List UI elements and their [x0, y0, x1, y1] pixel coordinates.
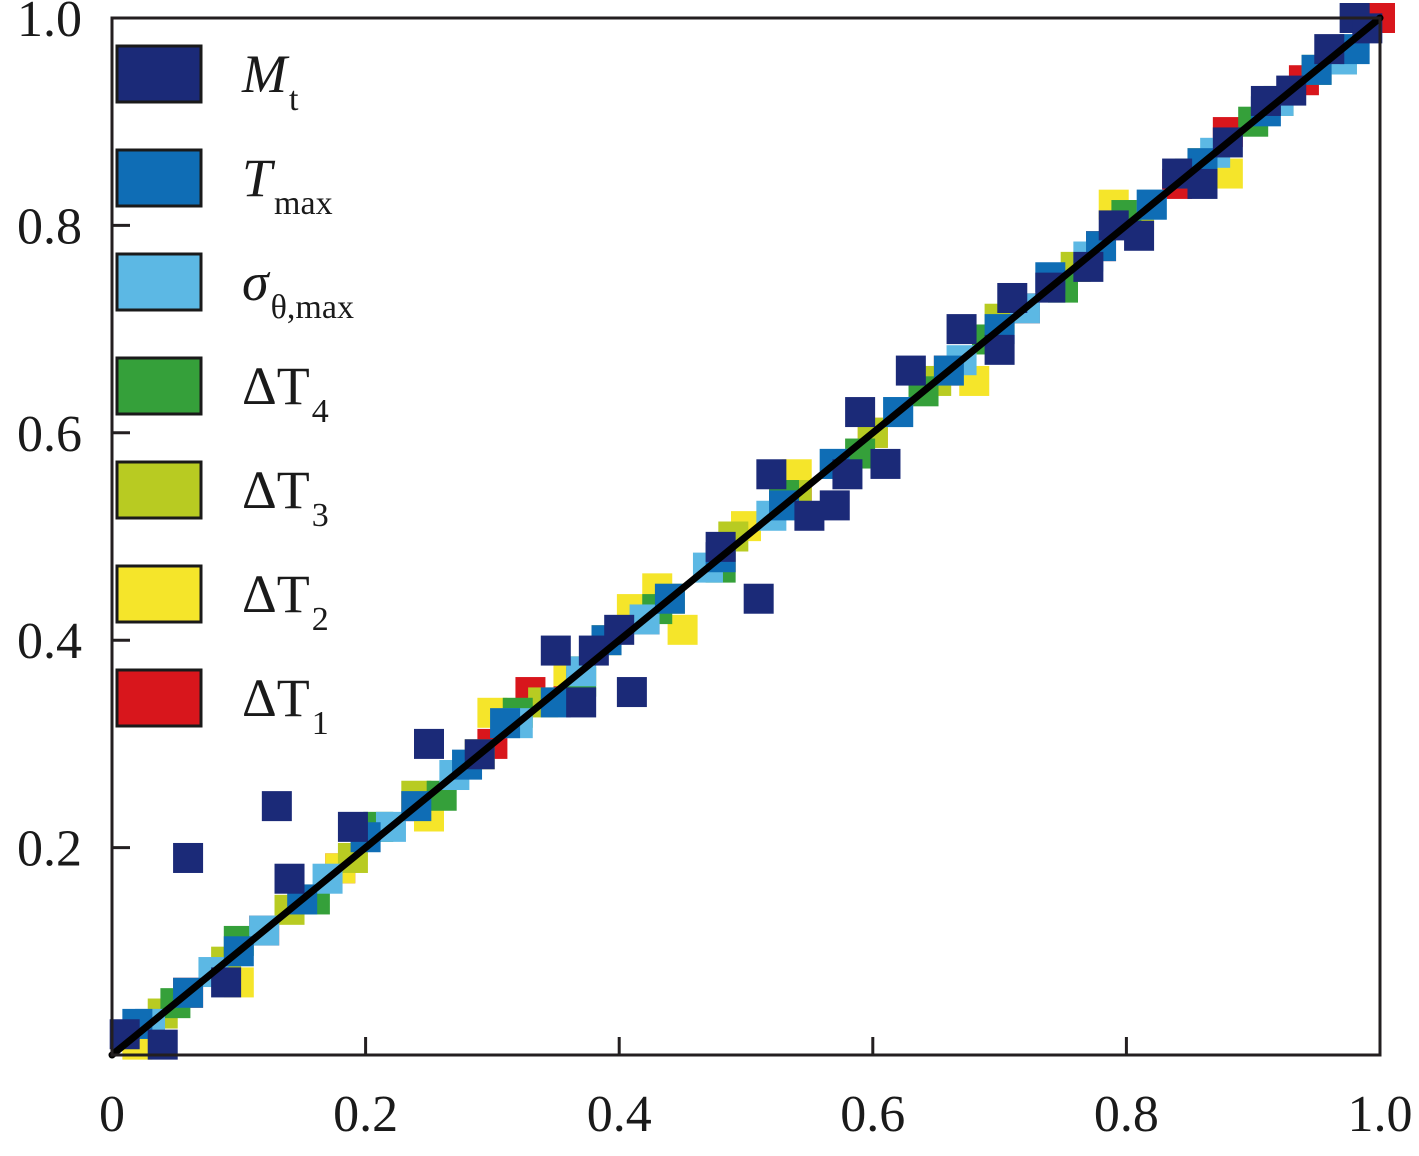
- legend-label: ΔT3: [242, 460, 329, 534]
- axis-ticks: [112, 223, 1128, 1055]
- y-tick-label: 1.0: [17, 0, 82, 48]
- legend-subscript: t: [289, 81, 299, 118]
- x-tick-label: 0.8: [1094, 1086, 1159, 1143]
- point-series-0-22: [895, 355, 926, 386]
- point-series-0-23: [946, 314, 977, 345]
- legend-entry-2: σθ,max: [115, 252, 354, 326]
- legend-subscript: 2: [312, 601, 329, 638]
- y-tick-label: 0.2: [17, 821, 82, 878]
- legend-swatch: [115, 356, 203, 416]
- legend-label: Mt: [241, 44, 299, 118]
- legend-symbol: M: [241, 44, 290, 104]
- point-series-0-20: [845, 397, 876, 428]
- axis-tick-labels: 0 0.2 0.4 0.6 0.8 1.0 0.2 0.4 0.6 0.8 1.0: [17, 0, 1413, 1143]
- x-tick-label: 0.6: [840, 1086, 905, 1143]
- legend-subscript: 3: [312, 497, 329, 534]
- legend-swatch: [115, 668, 203, 728]
- point-series-0-2: [173, 842, 204, 873]
- legend-swatch: [115, 460, 203, 520]
- point-series-0-10: [566, 687, 597, 718]
- legend-label: ΔT2: [242, 564, 329, 638]
- legend-symbol: ΔT: [242, 356, 310, 416]
- legend-symbol: ΔT: [242, 460, 310, 520]
- x-tick-label: 0.4: [587, 1086, 652, 1143]
- legend-entry-3: ΔT4: [115, 356, 329, 430]
- legend-entry-5: ΔT2: [115, 564, 329, 638]
- legend-subscript: 4: [312, 393, 329, 430]
- legend-entry-0: Mt: [115, 44, 299, 118]
- legend-swatch: [115, 148, 203, 208]
- point-series-0-15: [743, 583, 774, 614]
- legend-entry-6: ΔT1: [115, 668, 329, 742]
- legend-label: σθ,max: [242, 252, 354, 326]
- legend-label: ΔT4: [242, 356, 329, 430]
- reference-line-y-equals-x: [108, 14, 1384, 1059]
- point-series-0-5: [274, 863, 305, 894]
- legend-swatch: [115, 564, 203, 624]
- plot-frame: [110, 16, 1382, 1057]
- legend-symbol: ΔT: [242, 564, 310, 624]
- y-tick-label: 0.4: [17, 613, 82, 670]
- legend-swatch: [115, 44, 203, 104]
- legend-label: ΔT1: [242, 668, 329, 742]
- legend-entry-1: Tmax: [115, 148, 333, 222]
- point-series-5-8: [667, 614, 698, 645]
- x-tick-label: 0: [99, 1086, 125, 1143]
- point-series-0-9: [540, 635, 571, 666]
- legend-subscript: θ,max: [271, 289, 354, 326]
- legend-swatch: [115, 252, 203, 312]
- point-series-0-7: [414, 728, 444, 759]
- point-series-0-16: [756, 459, 787, 490]
- legend-subscript: max: [274, 185, 333, 222]
- x-tick-label: 0.2: [333, 1086, 398, 1143]
- legend-label: Tmax: [242, 148, 333, 222]
- point-series-0-18: [819, 490, 850, 521]
- point-series-0-6: [337, 811, 368, 842]
- legend-symbol: T: [242, 148, 276, 208]
- point-series-0-17: [794, 500, 825, 531]
- y-tick-label: 0.8: [17, 198, 82, 255]
- point-series-0-4: [261, 791, 292, 822]
- point-series-0-21: [870, 448, 901, 479]
- legend-entry-4: ΔT3: [115, 460, 329, 534]
- legend-subscript: 1: [312, 705, 329, 742]
- point-series-0-13: [616, 677, 647, 708]
- legend-symbol: σ: [242, 252, 271, 312]
- x-tick-label: 1.0: [1348, 1086, 1413, 1143]
- legend-symbol: ΔT: [242, 668, 310, 728]
- y-tick-label: 0.6: [17, 406, 82, 463]
